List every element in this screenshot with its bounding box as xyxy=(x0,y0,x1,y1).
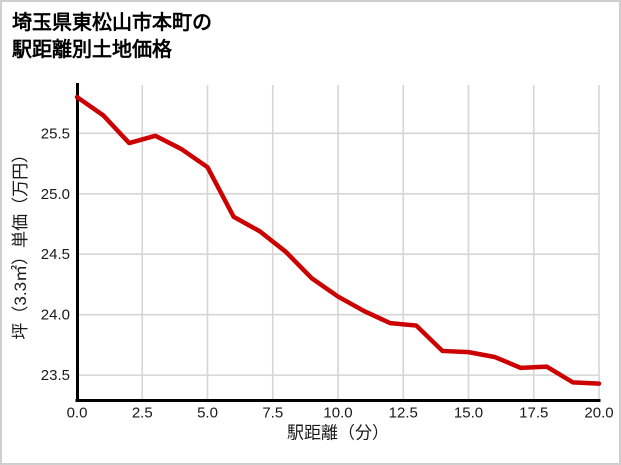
chart-title-line1: 埼玉県東松山市本町の xyxy=(12,12,212,34)
x-tick-label: 20.0 xyxy=(584,405,613,422)
x-tick-label: 0.0 xyxy=(67,405,88,422)
y-tick-label: 25.5 xyxy=(41,125,70,142)
x-tick-label: 2.5 xyxy=(132,405,153,422)
y-tick-label: 25.0 xyxy=(41,186,70,203)
y-tick-label: 24.0 xyxy=(41,307,70,324)
x-tick-label: 10.0 xyxy=(323,405,352,422)
x-axis-title: 駅距離（分） xyxy=(287,424,389,443)
y-tick-label: 23.5 xyxy=(41,367,70,384)
x-tick-label: 15.0 xyxy=(454,405,483,422)
x-tick-label: 17.5 xyxy=(519,405,548,422)
x-tick-label: 7.5 xyxy=(262,405,283,422)
chart-title-line2: 駅距離別土地価格 xyxy=(12,38,172,61)
y-axis-title: 坪（3.3㎡）単価（万円） xyxy=(11,146,30,340)
x-tick-label: 12.5 xyxy=(389,405,418,422)
price-line xyxy=(74,94,602,386)
chart-title: 埼玉県東松山市本町の 駅距離別土地価格 xyxy=(12,10,212,64)
y-tick-label: 24.5 xyxy=(41,246,70,263)
x-tick-label: 5.0 xyxy=(197,405,218,422)
